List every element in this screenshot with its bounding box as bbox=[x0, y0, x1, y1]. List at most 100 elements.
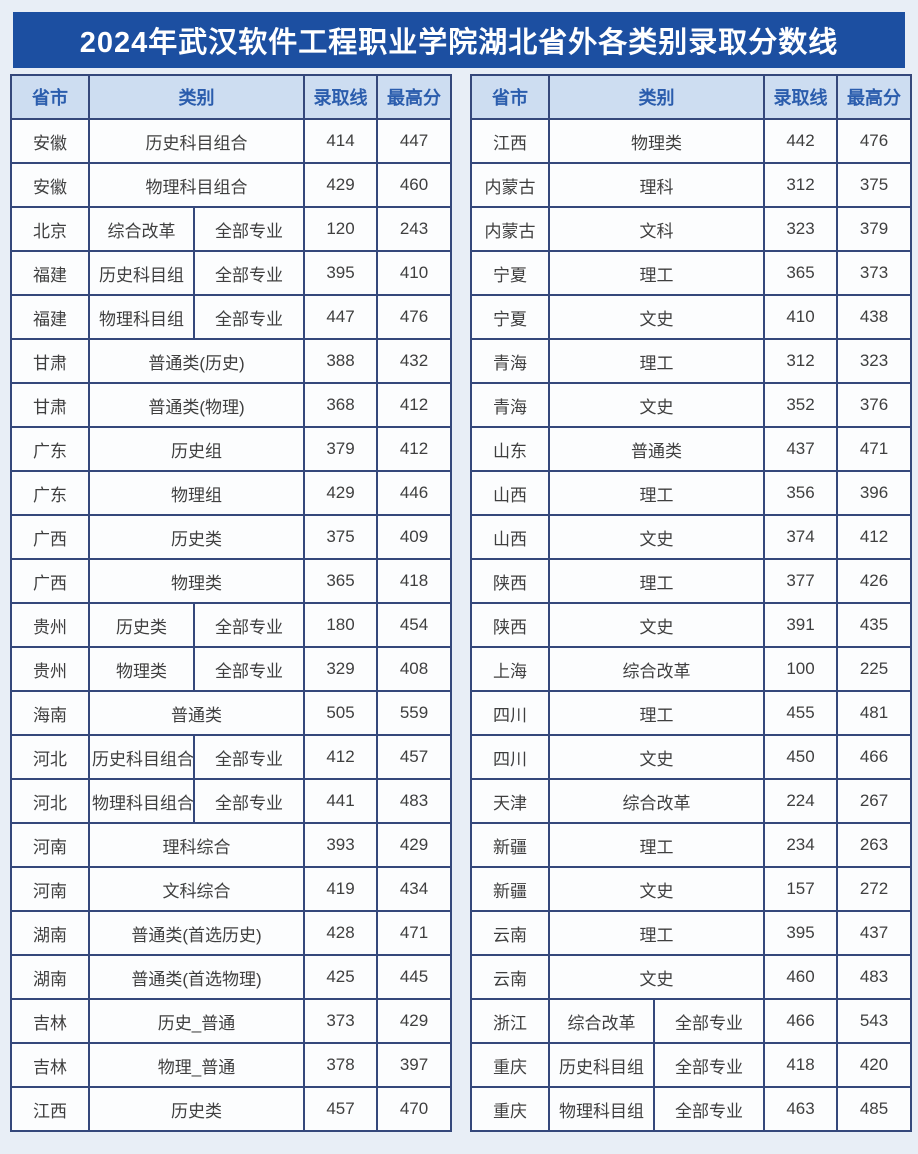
cell-province: 甘肃 bbox=[10, 338, 90, 384]
table-row: 青海 文史 352 376 bbox=[470, 382, 912, 428]
cell-max-score: 267 bbox=[836, 778, 912, 824]
cell-category: 文史 bbox=[548, 294, 765, 340]
cell-admission-line: 365 bbox=[303, 558, 378, 604]
cell-province: 四川 bbox=[470, 734, 550, 780]
cell-max-score: 373 bbox=[836, 250, 912, 296]
cell-max-score: 435 bbox=[836, 602, 912, 648]
table-row: 贵州 历史类 全部专业 180 454 bbox=[10, 602, 452, 648]
cell-admission-line: 378 bbox=[303, 1042, 378, 1088]
cell-category: 物理类 bbox=[88, 558, 305, 604]
cell-admission-line: 429 bbox=[303, 470, 378, 516]
cell-category: 理工 bbox=[548, 470, 765, 516]
cell-admission-line: 329 bbox=[303, 646, 378, 692]
page-title-text: 2024年武汉软件工程职业学院湖北省外各类别录取分数线 bbox=[79, 27, 839, 59]
cell-max-score: 408 bbox=[376, 646, 452, 692]
cell-category: 理科综合 bbox=[88, 822, 305, 868]
table-row: 云南 理工 395 437 bbox=[470, 910, 912, 956]
cell-category: 文史 bbox=[548, 734, 765, 780]
column-header-max-score: 最高分 bbox=[836, 74, 912, 120]
cell-admission-line: 393 bbox=[303, 822, 378, 868]
cell-province: 贵州 bbox=[10, 602, 90, 648]
cell-admission-line: 120 bbox=[303, 206, 378, 252]
cell-province: 广西 bbox=[10, 514, 90, 560]
table-row: 内蒙古 理科 312 375 bbox=[470, 162, 912, 208]
cell-max-score: 379 bbox=[836, 206, 912, 252]
table-row: 海南 普通类 505 559 bbox=[10, 690, 452, 736]
cell-province: 青海 bbox=[470, 382, 550, 428]
table-row: 陕西 文史 391 435 bbox=[470, 602, 912, 648]
table-row: 甘肃 普通类(物理) 368 412 bbox=[10, 382, 452, 428]
cell-max-score: 432 bbox=[376, 338, 452, 384]
cell-max-score: 437 bbox=[836, 910, 912, 956]
cell-province: 上海 bbox=[470, 646, 550, 692]
cell-admission-line: 377 bbox=[763, 558, 838, 604]
cell-admission-line: 447 bbox=[303, 294, 378, 340]
cell-admission-line: 442 bbox=[763, 118, 838, 164]
cell-province: 江西 bbox=[470, 118, 550, 164]
table-row: 新疆 文史 157 272 bbox=[470, 866, 912, 912]
cell-category: 文史 bbox=[548, 954, 765, 1000]
cell-category: 综合改革 bbox=[548, 646, 765, 692]
cell-admission-line: 368 bbox=[303, 382, 378, 428]
cell-province: 河北 bbox=[10, 778, 90, 824]
table-row: 广西 物理类 365 418 bbox=[10, 558, 452, 604]
cell-category: 文科综合 bbox=[88, 866, 305, 912]
cell-max-score: 426 bbox=[836, 558, 912, 604]
cell-category: 普通类 bbox=[88, 690, 305, 736]
cell-category: 综合改革 bbox=[548, 998, 655, 1044]
cell-max-score: 412 bbox=[376, 426, 452, 472]
column-header-admission-line: 录取线 bbox=[763, 74, 838, 120]
cell-admission-line: 356 bbox=[763, 470, 838, 516]
cell-admission-line: 414 bbox=[303, 118, 378, 164]
cell-category: 普通类(物理) bbox=[88, 382, 305, 428]
cell-category: 物理科目组 bbox=[88, 294, 195, 340]
cell-province: 新疆 bbox=[470, 866, 550, 912]
cell-category: 物理_普通 bbox=[88, 1042, 305, 1088]
cell-province: 陕西 bbox=[470, 602, 550, 648]
cell-province: 内蒙古 bbox=[470, 206, 550, 252]
cell-admission-line: 505 bbox=[303, 690, 378, 736]
column-header-province: 省市 bbox=[10, 74, 90, 120]
cell-category: 理工 bbox=[548, 690, 765, 736]
table-row: 广东 物理组 429 446 bbox=[10, 470, 452, 516]
score-table-right-body: 江西 物理类 442 476 内蒙古 理科 312 375 内蒙古 文科 323 379 宁夏 理工 365… bbox=[470, 118, 912, 1132]
table-row: 四川 文史 450 466 bbox=[470, 734, 912, 780]
cell-category: 理工 bbox=[548, 822, 765, 868]
table-row: 河南 文科综合 419 434 bbox=[10, 866, 452, 912]
cell-max-score: 412 bbox=[836, 514, 912, 560]
cell-province: 湖南 bbox=[10, 910, 90, 956]
cell-subcategory: 全部专业 bbox=[193, 778, 305, 824]
table-row: 河南 理科综合 393 429 bbox=[10, 822, 452, 868]
cell-category: 理科 bbox=[548, 162, 765, 208]
cell-category: 综合改革 bbox=[88, 206, 195, 252]
cell-max-score: 429 bbox=[376, 822, 452, 868]
cell-province: 安徽 bbox=[10, 118, 90, 164]
column-header-province: 省市 bbox=[470, 74, 550, 120]
cell-province: 浙江 bbox=[470, 998, 550, 1044]
cell-province: 重庆 bbox=[470, 1086, 550, 1132]
cell-max-score: 457 bbox=[376, 734, 452, 780]
cell-category: 历史科目组合 bbox=[88, 118, 305, 164]
column-header-max-score: 最高分 bbox=[376, 74, 452, 120]
cell-province: 山西 bbox=[470, 514, 550, 560]
table-row: 吉林 物理_普通 378 397 bbox=[10, 1042, 452, 1088]
cell-admission-line: 457 bbox=[303, 1086, 378, 1132]
cell-admission-line: 373 bbox=[303, 998, 378, 1044]
header-row: 省市 类别 录取线 最高分 bbox=[470, 74, 912, 120]
score-table-right: 省市 类别 录取线 最高分 江西 物理类 442 476 内蒙古 理科 312 375 内蒙古文… bbox=[470, 74, 912, 1132]
cell-max-score: 418 bbox=[376, 558, 452, 604]
cell-max-score: 323 bbox=[836, 338, 912, 384]
table-row: 上海 综合改革 100 225 bbox=[470, 646, 912, 692]
table-row: 河北 物理科目组合 全部专业 441 483 bbox=[10, 778, 452, 824]
cell-admission-line: 466 bbox=[763, 998, 838, 1044]
cell-admission-line: 410 bbox=[763, 294, 838, 340]
cell-admission-line: 157 bbox=[763, 866, 838, 912]
table-row: 四川 理工 455 481 bbox=[470, 690, 912, 736]
cell-admission-line: 234 bbox=[763, 822, 838, 868]
cell-category: 综合改革 bbox=[548, 778, 765, 824]
cell-province: 宁夏 bbox=[470, 294, 550, 340]
cell-category: 历史类 bbox=[88, 1086, 305, 1132]
cell-admission-line: 312 bbox=[763, 162, 838, 208]
table-row: 山西 理工 356 396 bbox=[470, 470, 912, 516]
cell-max-score: 483 bbox=[376, 778, 452, 824]
